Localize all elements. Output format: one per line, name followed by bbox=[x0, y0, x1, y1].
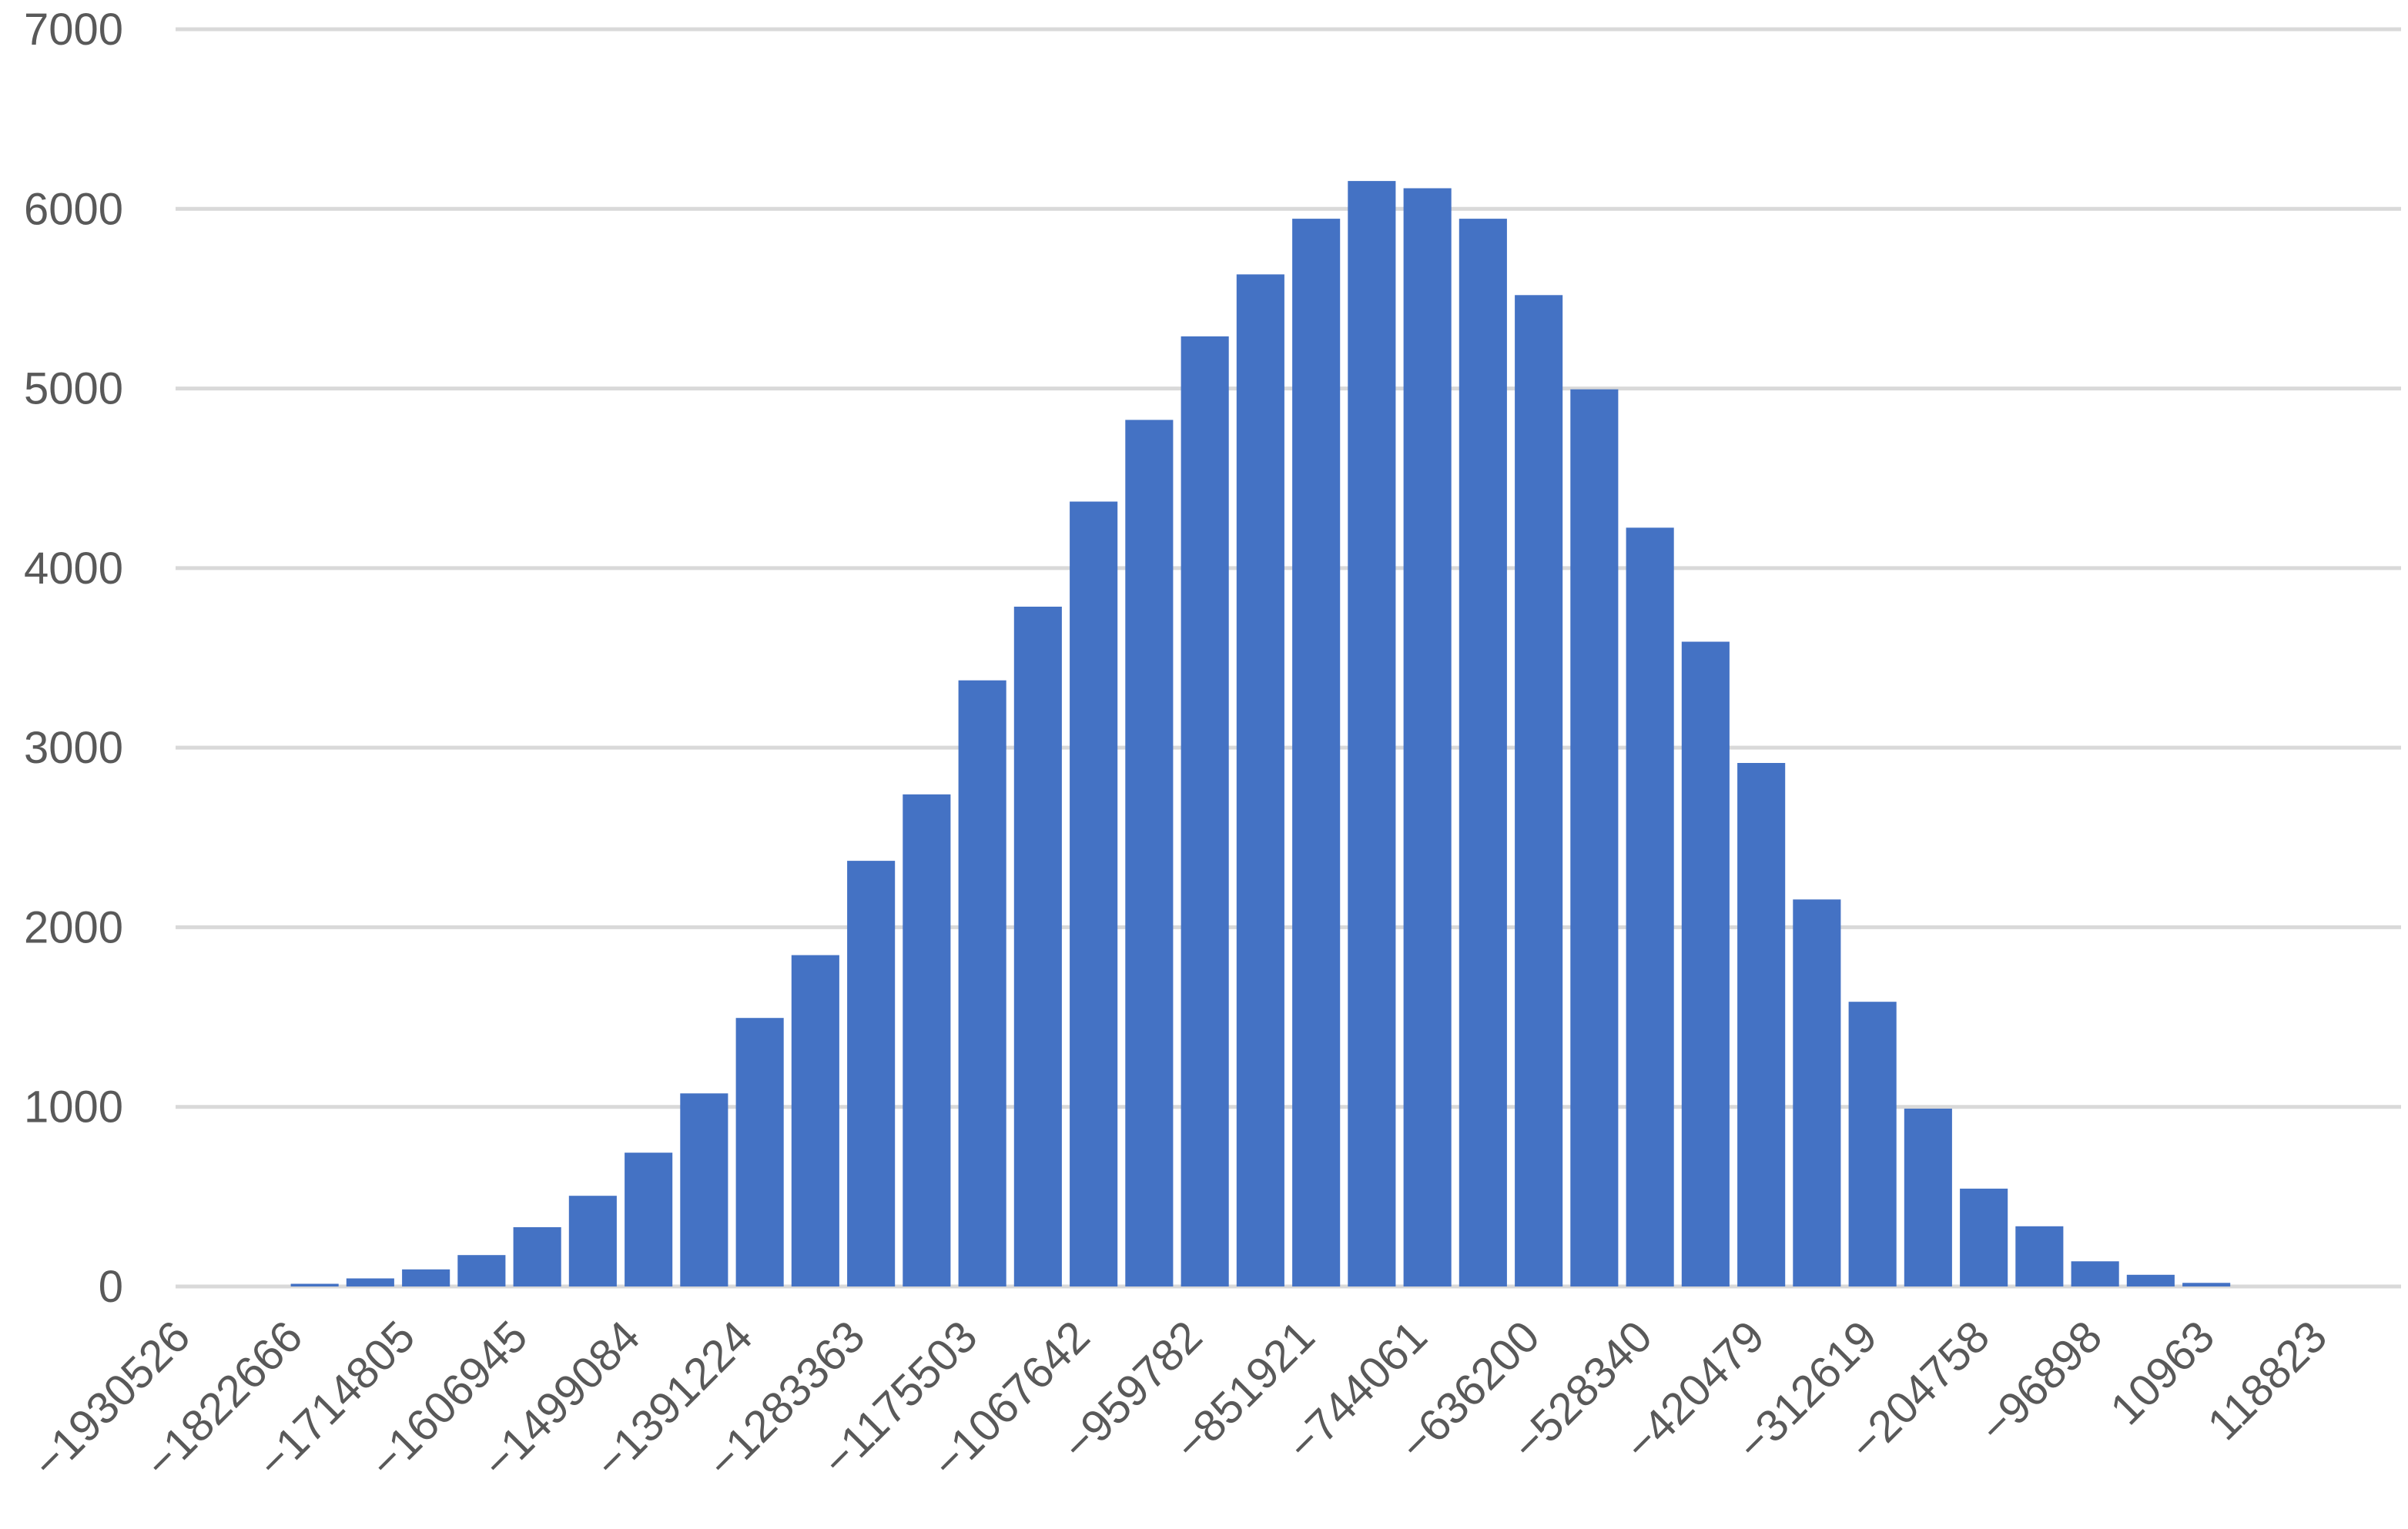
bars bbox=[290, 181, 2231, 1287]
y-tick-label: 0 bbox=[99, 1262, 123, 1312]
y-tick-label: 1000 bbox=[24, 1082, 123, 1133]
x-tick-label: 118823 bbox=[2198, 1311, 2336, 1450]
histogram-bar bbox=[402, 1269, 450, 1286]
histogram-bar bbox=[1793, 899, 1841, 1286]
histogram-bar bbox=[1904, 1109, 1952, 1286]
histogram-bar bbox=[625, 1153, 673, 1286]
histogram-bar bbox=[1070, 501, 1118, 1286]
y-tick-label: 3000 bbox=[24, 723, 123, 773]
histogram-bar bbox=[346, 1278, 394, 1286]
histogram-bar bbox=[1737, 763, 1786, 1286]
histogram-bar bbox=[2015, 1226, 2064, 1286]
histogram-bar bbox=[2126, 1274, 2175, 1286]
histogram-bar bbox=[290, 1283, 339, 1286]
y-tick-label: 4000 bbox=[24, 544, 123, 594]
histogram-bar bbox=[457, 1255, 506, 1286]
histogram-bar bbox=[1348, 181, 1396, 1287]
histogram-bar bbox=[1459, 219, 1507, 1287]
histogram-bar bbox=[1125, 420, 1174, 1286]
histogram-bar bbox=[847, 861, 896, 1286]
histogram-bar bbox=[680, 1093, 728, 1286]
histogram-bar bbox=[2071, 1261, 2119, 1286]
histogram-bar bbox=[1515, 295, 1563, 1286]
y-tick-label: 5000 bbox=[24, 364, 123, 414]
x-tick-label: −96898 bbox=[1970, 1311, 2112, 1453]
x-axis-tick-labels: −1930526−1822666−1714805−1606945−1499084… bbox=[23, 1311, 2337, 1488]
histogram-bar bbox=[903, 794, 951, 1286]
histogram-bar bbox=[1181, 336, 1229, 1286]
histogram-bar bbox=[1626, 527, 1674, 1286]
histogram-bar bbox=[2182, 1283, 2231, 1286]
histogram-bar bbox=[1570, 389, 1619, 1287]
histogram-bar bbox=[1013, 607, 1062, 1286]
histogram-bar bbox=[1403, 188, 1452, 1286]
histogram-bar bbox=[568, 1196, 617, 1286]
histogram-bar bbox=[1292, 219, 1341, 1287]
histogram-bar bbox=[791, 955, 839, 1286]
y-tick-label: 2000 bbox=[24, 902, 123, 952]
histogram-bar bbox=[958, 680, 1006, 1286]
histogram-bar bbox=[1681, 641, 1730, 1286]
histogram-bar bbox=[513, 1227, 561, 1286]
histogram-bar bbox=[735, 1018, 784, 1286]
histogram-bar bbox=[1960, 1188, 2008, 1286]
gridlines bbox=[176, 27, 2401, 1289]
histogram-bar bbox=[1848, 1002, 1897, 1286]
histogram-bar bbox=[1236, 274, 1284, 1286]
y-tick-label: 6000 bbox=[24, 184, 123, 234]
y-tick-label: 7000 bbox=[24, 5, 123, 55]
y-axis-tick-labels: 0 1000 2000 3000 4000 5000 6000 7000 bbox=[24, 5, 123, 1312]
